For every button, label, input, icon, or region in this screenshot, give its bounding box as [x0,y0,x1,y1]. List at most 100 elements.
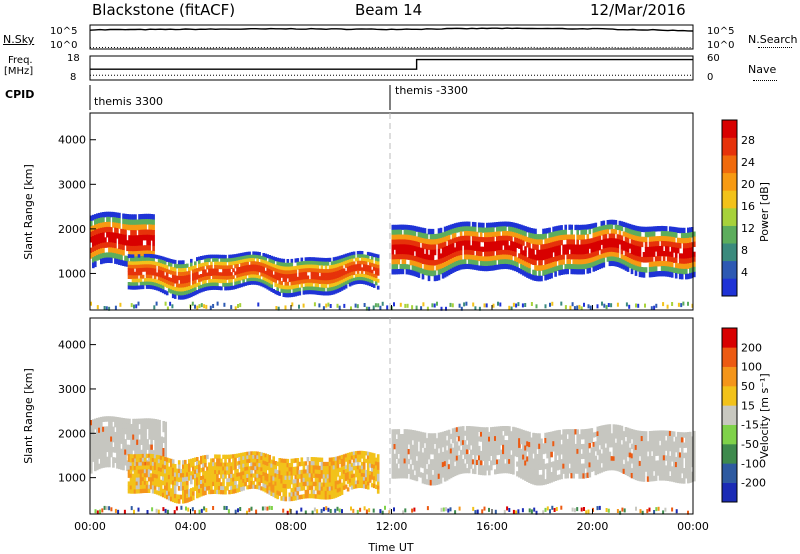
scatter-cell [338,270,342,274]
scatter-cell [479,460,483,466]
scatter-cell [142,213,145,220]
scatter-cell [266,268,270,273]
scatter-cell [163,282,167,287]
scatter-cell [376,473,380,479]
scatter-cell [158,441,161,447]
scatter-cell [514,237,517,243]
scatter-cell [506,240,509,246]
scatter-cell [194,283,197,288]
scatter-cell [230,254,233,259]
scatter-cell [582,264,586,270]
scatter-cell [391,439,395,445]
scatter-cell [173,259,177,265]
scatter-cell [96,417,99,424]
scatter-cell [131,257,135,262]
scatter-cell [494,260,497,266]
scatter-cell [453,223,457,229]
scatter-cell [278,478,282,484]
scatter-cell [256,258,259,262]
scatter-cell [352,261,356,266]
scatter-cell [124,428,127,435]
scatter-cell [413,430,417,436]
scatter-cell [340,265,344,270]
scatter-cell [606,247,610,253]
scatter-cell [374,484,378,489]
scatter-cell [356,254,360,258]
scatter-cell [411,459,415,466]
scatter-cell [419,431,423,438]
scatter-cell [445,256,449,262]
scatter-cell [155,466,159,471]
scatter-cell [411,260,415,266]
scatter-cell [498,231,501,237]
scatter-cell [284,479,288,485]
scatter-cell [465,230,469,236]
scatter-cell [308,260,312,265]
scatter-cell [399,434,403,440]
scatter-cell [252,462,255,467]
scatter-cell [370,283,374,287]
scatter-cell [212,275,215,280]
scatter-cell [224,258,227,263]
scatter-cell [260,459,263,465]
scatter-cell [522,459,525,465]
scatter-cell [320,490,324,496]
scatter-cell [142,234,145,241]
scatter-cell [184,468,187,474]
scatter-cell [362,458,366,463]
scatter-cell [602,229,606,235]
scatter-cell [526,236,529,243]
scatter-cell [286,285,290,290]
scatter-cell [242,471,245,476]
scatter-cell [648,272,652,278]
scatter-cell [397,244,401,250]
scatter-cell [218,286,221,291]
noise-cell [465,301,468,306]
scatter-cell [429,265,433,271]
scatter-cell [156,419,159,426]
scatter-cell [443,466,447,472]
scatter-cell [96,213,99,219]
scatter-cell [135,489,139,494]
scatter-cell [179,272,183,277]
scatter-cell [421,472,425,479]
scatter-cell [202,255,205,260]
scatter-cell [344,472,348,478]
scatter-cell [524,236,527,242]
scatter-cell [403,463,407,469]
scatter-cell [288,262,292,267]
scatter-cell [222,462,225,467]
scatter-cell [294,284,298,289]
scatter-cell [580,229,584,236]
scatter-cell [138,224,141,231]
scatter-cell [482,436,485,442]
scatter-cell [490,222,493,228]
scatter-cell [576,249,580,255]
scatter-cell [310,275,314,280]
scatter-cell [128,444,131,451]
scatter-cell [162,453,166,460]
scatter-cell [429,249,433,256]
scatter-cell [364,481,368,486]
scatter-cell [490,465,493,471]
scatter-cell [449,244,453,250]
scatter-cell [248,470,251,475]
scatter-cell [393,434,397,440]
scatter-cell [391,239,395,245]
scatter-cell [184,291,187,296]
scatter-cell [122,454,125,460]
scatter-cell [409,439,413,445]
scatter-cell [528,263,531,269]
scatter-cell [570,268,574,275]
scatter-cell [316,261,320,266]
scatter-cell [196,271,199,276]
nsearch-dotted-legend [758,47,792,48]
scatter-cell [260,452,263,457]
scatter-cell [459,264,463,270]
scatter-cell [441,257,445,264]
scatter-cell [425,264,429,271]
scatter-cell [358,267,362,271]
scatter-cell [258,481,261,487]
scatter-cell [288,277,292,283]
velocity-data [90,416,696,515]
